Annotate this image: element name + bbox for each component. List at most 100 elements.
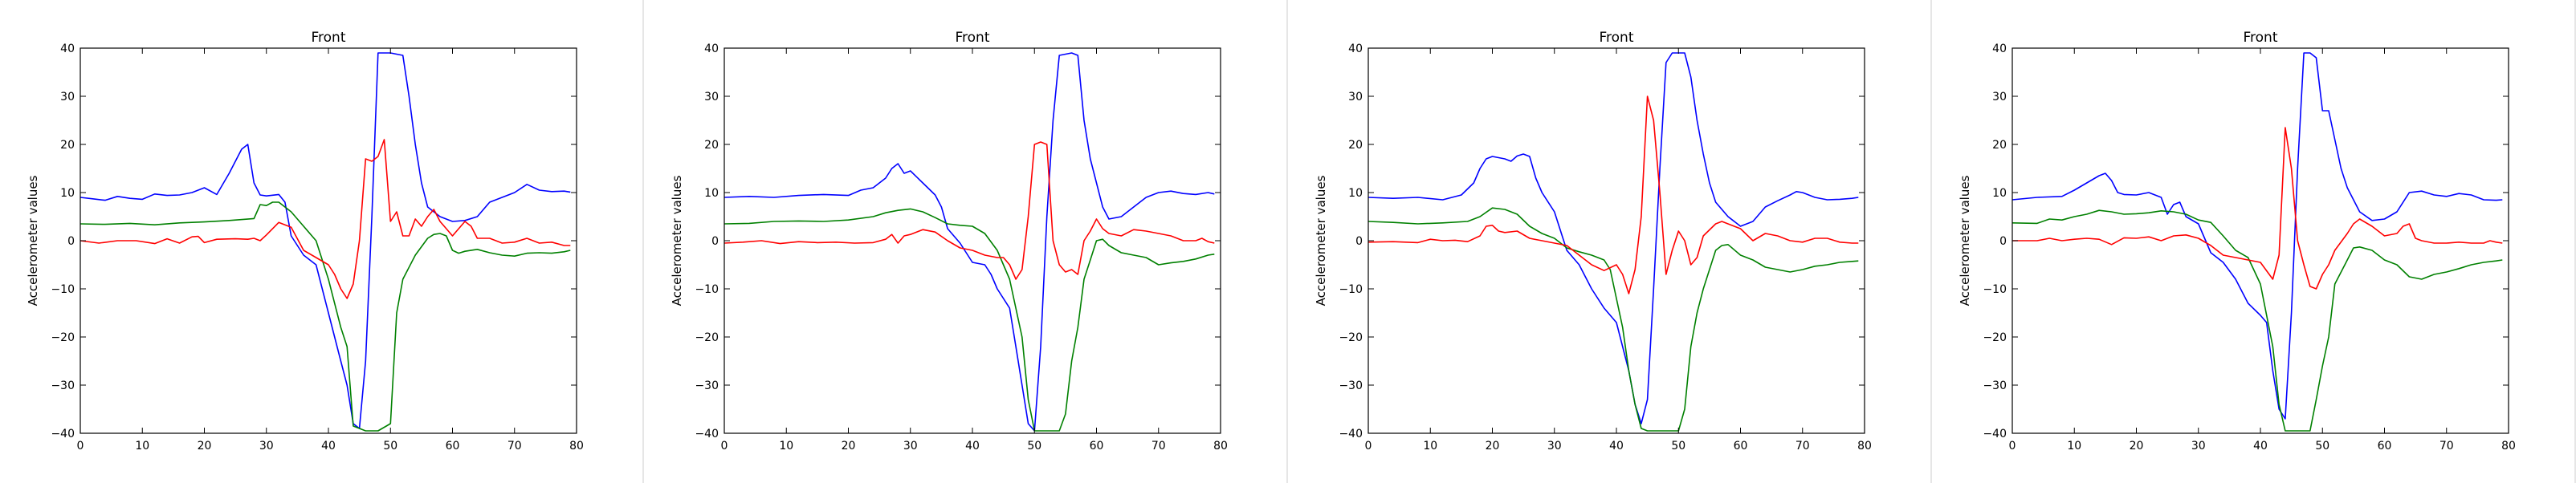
series-line-3: [79, 139, 571, 299]
y-tick-label: 30: [1348, 91, 1363, 104]
chart-panel-1: 0 10 20 30 40 50 60 70 80 40 30 20 10 0 −10 −20 −30 −40 Fr…: [0, 0, 642, 483]
y-tick-label: 10: [1348, 187, 1363, 200]
y-tick-label: 30: [60, 91, 75, 104]
y-tick-label: −20: [51, 331, 75, 344]
y-tick-label: 30: [1992, 91, 2007, 104]
y-tick-label: −20: [1339, 331, 1363, 344]
x-tick-label: 10: [2067, 440, 2081, 453]
y-tick-label: −30: [51, 380, 75, 392]
x-tick-label: 20: [1486, 440, 1500, 453]
y-axis-label: Accelerometer values: [26, 175, 40, 306]
y-tick-label: 10: [60, 187, 75, 200]
y-tick-label: 40: [60, 43, 75, 55]
x-tick-label: 60: [446, 440, 460, 453]
line-chart-4: 0 10 20 30 40 50 60 70 80 40 30 20 10 0 −10 −20 −30 −40 Fr…: [1958, 30, 2516, 453]
line-chart-2: 0 10 20 30 40 50 60 70 80 40 30 20 10 0 −10 −20 −30 −40 Fr…: [670, 30, 1228, 453]
y-tick-label: −20: [695, 331, 719, 344]
y-tick-label: 0: [1999, 235, 2007, 248]
line-chart-3: 0 10 20 30 40 50 60 70 80 40 30 20 10 0 −10 −20 −30 −40 Fr…: [1314, 30, 1872, 453]
x-tick-label: 80: [569, 440, 584, 453]
plot-frame: [79, 47, 577, 434]
y-tick-label: −40: [1983, 428, 2007, 440]
x-tick-label: 20: [2130, 440, 2144, 453]
series-line-2: [79, 201, 571, 432]
chart-title: Front: [956, 30, 990, 46]
chart-panel-4: 0 10 20 30 40 50 60 70 80 40 30 20 10 0 −10 −20 −30 −40 Fr…: [1932, 0, 2574, 483]
y-tick-label: 30: [704, 91, 719, 104]
y-tick-label: −40: [695, 428, 719, 440]
y-axis-label: Accelerometer values: [1314, 175, 1328, 306]
x-tick-label: 30: [903, 440, 918, 453]
series-line-2: [723, 208, 1215, 432]
series-line-3: [1367, 95, 1859, 294]
y-tick-label: 40: [1992, 43, 2007, 55]
x-tick-label: 70: [507, 440, 522, 453]
x-tick-label: 80: [2501, 440, 2516, 453]
y-tick-label: −20: [1983, 331, 2007, 344]
x-tick-label: 80: [1857, 440, 1872, 453]
y-tick-label: −10: [695, 283, 719, 296]
x-tick-label: 80: [1213, 440, 1228, 453]
series-line-2: [2011, 209, 2503, 432]
series-line-1: [79, 52, 571, 429]
x-tick-label: 20: [198, 440, 212, 453]
x-tick-label: 50: [1027, 440, 1041, 453]
x-tick-label: 50: [2315, 440, 2329, 453]
x-tick-label: 50: [1671, 440, 1685, 453]
chart-panel-2: 0 10 20 30 40 50 60 70 80 40 30 20 10 0 −10 −20 −30 −40 Fr…: [644, 0, 1286, 483]
x-tick-label: 60: [2378, 440, 2392, 453]
x-tick-label: 70: [2439, 440, 2454, 453]
y-tick-label: 0: [1355, 235, 1363, 248]
chart-title: Front: [312, 30, 346, 46]
x-tick-label: 70: [1795, 440, 1810, 453]
x-tick-label: 40: [2253, 440, 2268, 453]
y-tick-label: 40: [704, 43, 719, 55]
y-tick-label: 40: [1348, 43, 1363, 55]
series-line-3: [2012, 127, 2503, 290]
x-tick-label: 30: [1547, 440, 1562, 453]
plot-frame: [723, 47, 1221, 434]
x-tick-label: 0: [1365, 440, 1372, 453]
y-tick-label: 10: [1992, 187, 2007, 200]
y-tick-label: 0: [711, 235, 719, 248]
y-tick-label: −30: [1983, 380, 2007, 392]
y-tick-label: 20: [1348, 139, 1363, 152]
x-tick-label: 0: [2009, 440, 2016, 453]
y-tick-label: −40: [51, 428, 75, 440]
y-tick-label: −30: [1339, 380, 1363, 392]
x-tick-label: 60: [1090, 440, 1104, 453]
x-tick-label: 10: [1423, 440, 1437, 453]
chart-title: Front: [1600, 30, 1634, 46]
x-tick-label: 20: [842, 440, 856, 453]
plot-frame: [2011, 47, 2509, 434]
x-tick-label: 40: [1609, 440, 1624, 453]
x-tick-label: 30: [259, 440, 274, 453]
series-line-1: [1367, 52, 1859, 424]
x-tick-label: 0: [721, 440, 728, 453]
y-tick-label: 10: [704, 187, 719, 200]
y-tick-label: −30: [695, 380, 719, 392]
chart-title: Front: [2244, 30, 2278, 46]
x-tick-label: 70: [1151, 440, 1166, 453]
x-tick-label: 10: [779, 440, 793, 453]
series-line-2: [1367, 207, 1859, 432]
y-tick-label: −10: [1983, 283, 2007, 296]
series-line-1: [2011, 52, 2503, 420]
y-tick-label: 20: [60, 139, 75, 152]
y-tick-label: −10: [1339, 283, 1363, 296]
y-tick-label: −10: [51, 283, 75, 296]
series-line-1: [723, 52, 1215, 432]
x-tick-label: 50: [383, 440, 397, 453]
x-tick-label: 40: [321, 440, 336, 453]
series-line-3: [723, 141, 1215, 280]
x-tick-label: 10: [135, 440, 149, 453]
y-tick-label: 20: [704, 139, 719, 152]
x-tick-label: 30: [2191, 440, 2206, 453]
x-tick-label: 0: [77, 440, 84, 453]
y-tick-label: −40: [1339, 428, 1363, 440]
y-axis-label: Accelerometer values: [670, 175, 684, 306]
chart-panel-3: 0 10 20 30 40 50 60 70 80 40 30 20 10 0 −10 −20 −30 −40 Fr…: [1288, 0, 1930, 483]
y-tick-label: 20: [1992, 139, 2007, 152]
x-tick-label: 60: [1734, 440, 1748, 453]
x-tick-label: 40: [965, 440, 980, 453]
